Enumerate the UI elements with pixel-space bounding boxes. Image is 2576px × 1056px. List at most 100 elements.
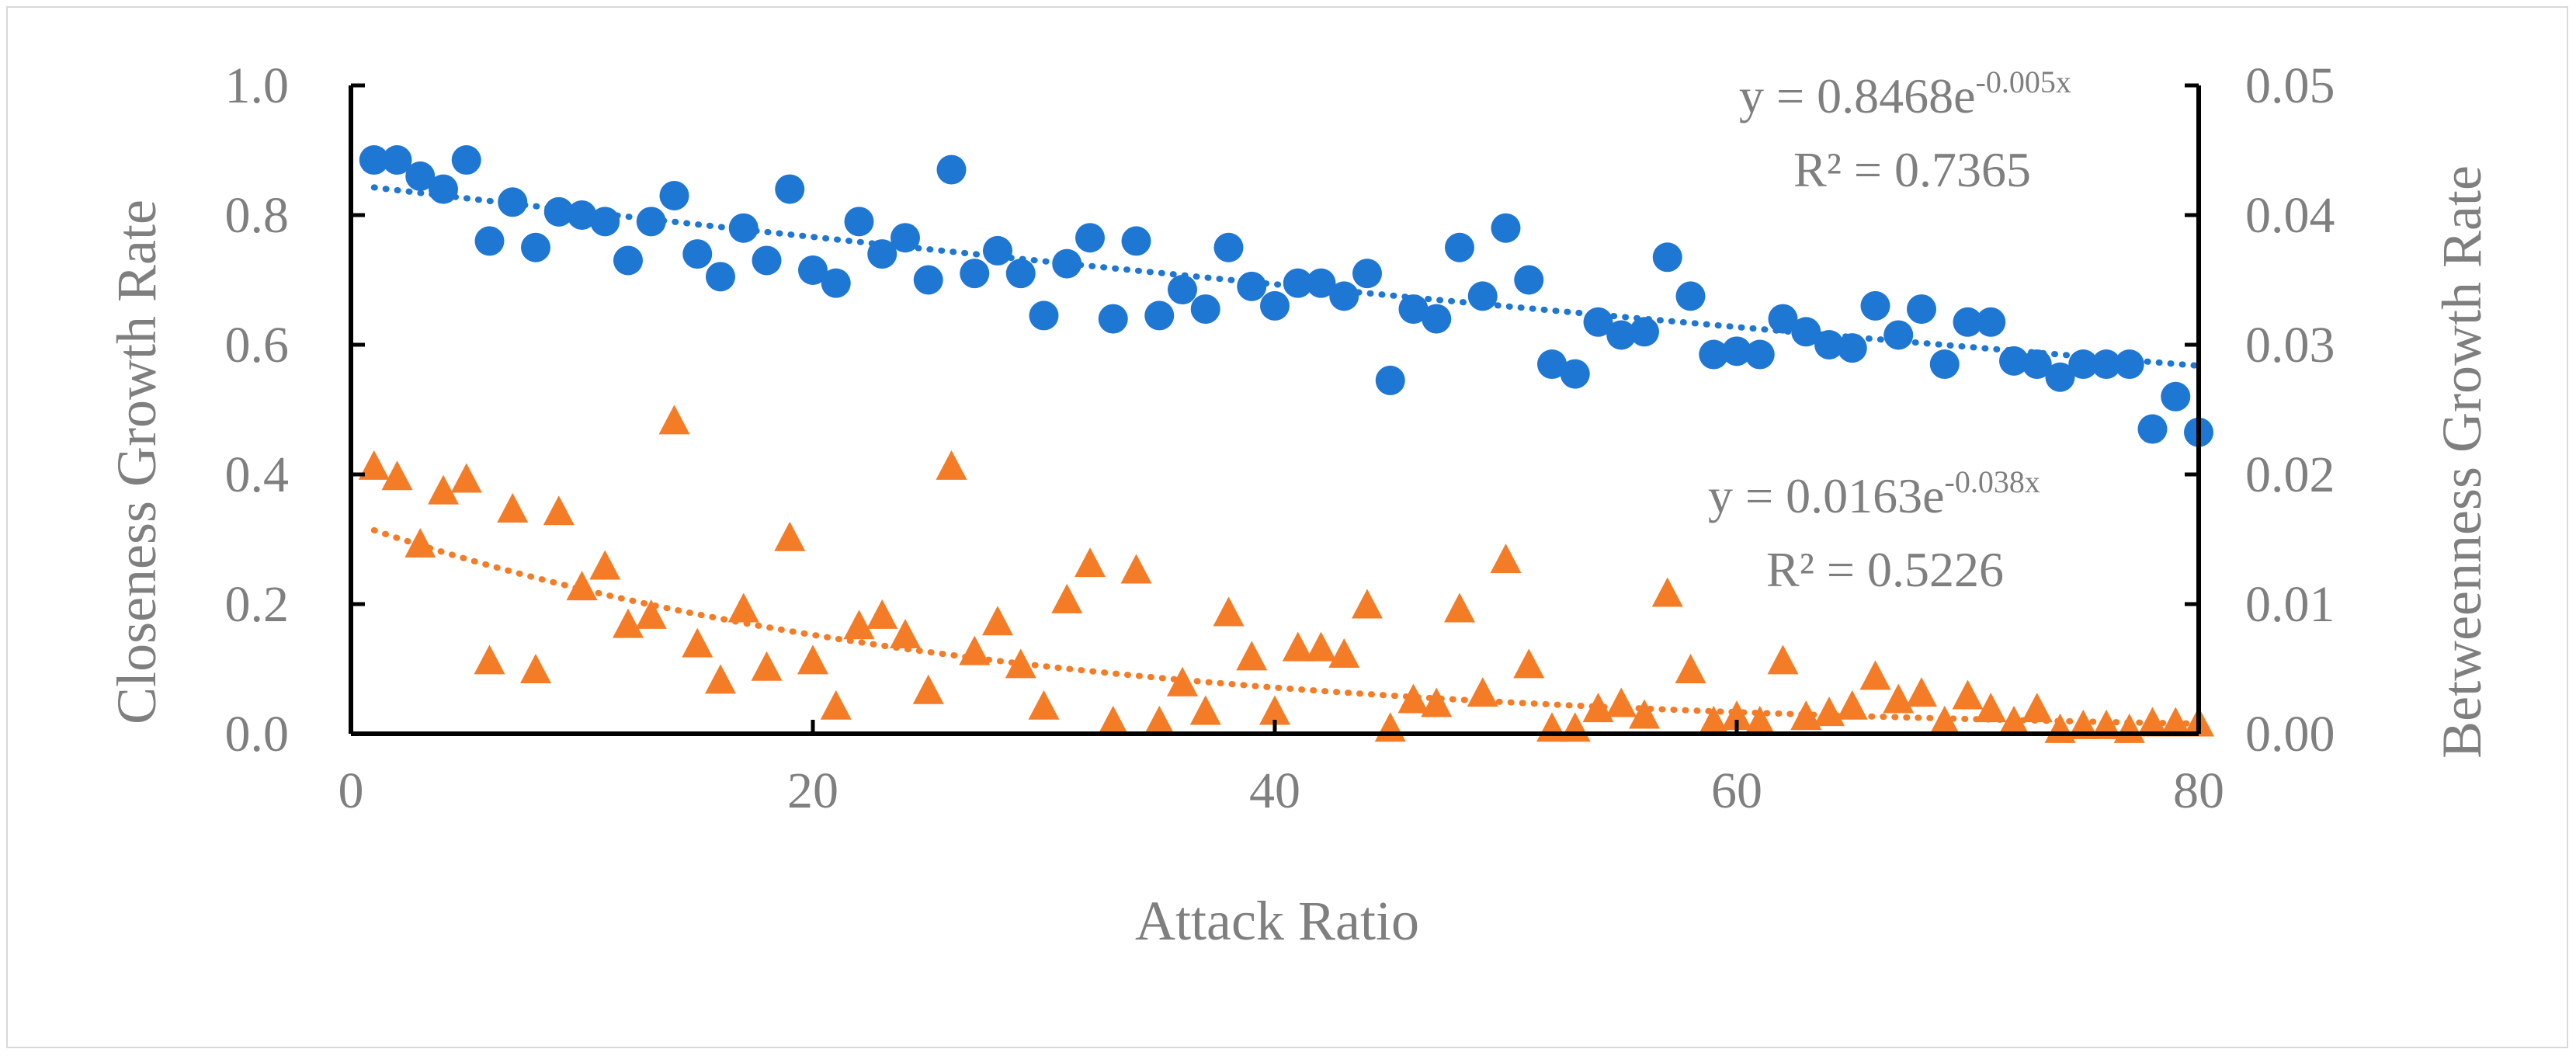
closeness-point xyxy=(1999,346,2029,376)
betweenness-point xyxy=(1744,705,1776,735)
closeness-point xyxy=(798,255,828,285)
closeness-point xyxy=(1883,320,1914,350)
closeness-point xyxy=(1953,307,1983,337)
betweenness-point xyxy=(1305,631,1337,662)
closeness-point xyxy=(1005,259,1036,289)
closeness-point xyxy=(405,161,436,191)
right-y-tick-label: 0.03 xyxy=(2245,317,2335,373)
betweenness-point xyxy=(1167,666,1198,696)
closeness-point xyxy=(1467,281,1498,311)
betweenness-point xyxy=(866,599,898,629)
closeness-equation-exponent: -0.005x xyxy=(1976,64,2071,99)
betweenness-point xyxy=(1189,695,1221,725)
closeness-point xyxy=(382,145,412,175)
closeness-point xyxy=(2092,349,2121,380)
betweenness-point xyxy=(1790,700,1822,731)
x-tick-label: 60 xyxy=(1711,762,1762,819)
betweenness-point xyxy=(381,460,413,491)
betweenness-point xyxy=(2160,707,2192,737)
left-y-tick-label: 0.0 xyxy=(225,706,290,762)
betweenness-point xyxy=(1582,693,1614,723)
betweenness-point xyxy=(727,592,759,623)
closeness-point xyxy=(1168,275,1197,305)
closeness-point xyxy=(1190,294,1220,325)
betweenness-point xyxy=(658,405,690,435)
x-tick-label: 40 xyxy=(1249,762,1300,819)
closeness-point xyxy=(936,155,967,185)
closeness-point xyxy=(474,226,505,256)
betweenness-point xyxy=(635,599,667,629)
closeness-point xyxy=(2137,414,2168,444)
betweenness-point xyxy=(1397,683,1429,714)
x-tick-label: 0 xyxy=(338,762,364,819)
betweenness-point xyxy=(705,664,736,694)
closeness-point xyxy=(890,223,920,253)
betweenness-point xyxy=(1721,700,1752,731)
closeness-point xyxy=(2068,349,2099,380)
betweenness-point xyxy=(1097,705,1129,735)
betweenness-point xyxy=(1906,677,1937,707)
closeness-point xyxy=(706,262,735,292)
closeness-point xyxy=(844,207,874,237)
betweenness-point xyxy=(589,550,621,580)
betweenness-point xyxy=(428,474,459,505)
closeness-point xyxy=(2045,362,2075,392)
marker-layer xyxy=(358,145,2214,743)
closeness-equation: y = 0.8468e-0.005x xyxy=(1739,64,2071,123)
betweenness-point xyxy=(890,618,921,648)
closeness-point xyxy=(1283,268,1313,298)
betweenness-point xyxy=(1005,648,1036,679)
betweenness-point xyxy=(1421,687,1453,717)
closeness-point xyxy=(960,259,990,289)
x-tick-label: 20 xyxy=(787,762,838,819)
betweenness-equation: y = 0.0163e-0.038x xyxy=(1708,464,2040,523)
betweenness-point xyxy=(1236,641,1268,671)
betweenness-point xyxy=(1836,690,1868,720)
betweenness-point xyxy=(751,651,783,681)
betweenness-point xyxy=(1883,683,1915,714)
betweenness-point xyxy=(1998,705,2029,735)
left-y-axis-title: Closeness Growth Rate xyxy=(106,200,168,724)
betweenness-point xyxy=(1513,648,1545,679)
betweenness-point xyxy=(2113,713,2145,743)
betweenness-point xyxy=(1213,596,1245,627)
closeness-point xyxy=(1583,307,1613,337)
closeness-point xyxy=(728,213,759,243)
betweenness-point xyxy=(820,690,852,720)
closeness-point xyxy=(1699,339,1729,370)
closeness-point xyxy=(359,145,389,175)
closeness-point xyxy=(1098,304,1128,334)
betweenness-trend-annotation: y = 0.0163e-0.038x R² = 0.5226 xyxy=(1708,464,2040,597)
closeness-point xyxy=(636,207,666,237)
closeness-point xyxy=(1029,300,1059,331)
left-y-tick-label: 0.8 xyxy=(225,187,290,244)
closeness-point xyxy=(1260,290,1290,321)
closeness-point xyxy=(1976,307,2006,337)
betweenness-trendline xyxy=(370,526,2202,727)
closeness-point xyxy=(1907,294,1936,325)
betweenness-point xyxy=(1328,638,1360,668)
closeness-point xyxy=(1213,232,1244,262)
betweenness-point xyxy=(1859,660,1891,690)
closeness-point xyxy=(2161,381,2191,412)
betweenness-point xyxy=(774,521,806,551)
closeness-point xyxy=(983,235,1012,266)
betweenness-point xyxy=(1929,705,1960,735)
closeness-point xyxy=(429,174,458,204)
left-y-tick-label: 1.0 xyxy=(225,57,290,114)
closeness-point xyxy=(752,245,782,276)
right-y-tick-label: 0.02 xyxy=(2245,446,2335,503)
closeness-point xyxy=(1814,330,1844,360)
betweenness-point xyxy=(936,450,967,480)
closeness-point xyxy=(1375,365,1405,395)
betweenness-point xyxy=(566,571,598,601)
betweenness-point xyxy=(1675,654,1706,684)
closeness-point xyxy=(1075,223,1105,253)
closeness-point xyxy=(1306,268,1336,298)
betweenness-point xyxy=(2021,693,2053,723)
closeness-point xyxy=(1514,265,1544,295)
betweenness-point xyxy=(1120,554,1152,584)
closeness-point xyxy=(1675,281,1706,311)
betweenness-r2: R² = 0.5226 xyxy=(1766,542,2004,597)
